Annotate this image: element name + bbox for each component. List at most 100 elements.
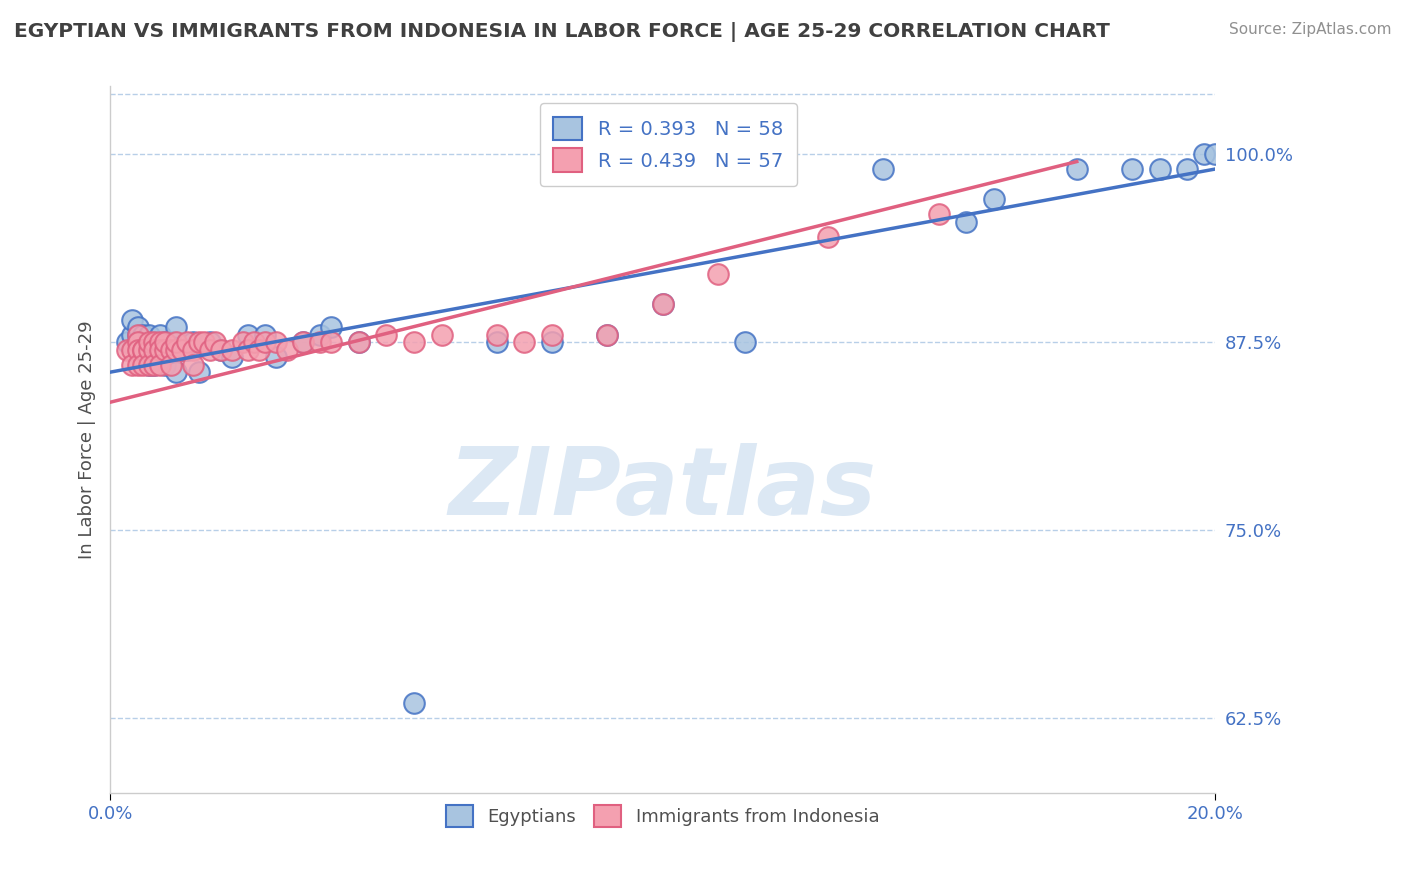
Point bbox=[165, 343, 187, 357]
Point bbox=[149, 334, 172, 349]
Point bbox=[138, 358, 160, 372]
Point bbox=[127, 320, 149, 334]
Point bbox=[143, 334, 166, 349]
Point bbox=[127, 343, 149, 357]
Point bbox=[127, 334, 149, 349]
Point bbox=[319, 320, 342, 334]
Point bbox=[127, 343, 149, 357]
Point bbox=[149, 343, 172, 357]
Point bbox=[181, 334, 204, 349]
Point bbox=[596, 327, 619, 342]
Point bbox=[149, 343, 172, 357]
Point bbox=[143, 343, 166, 357]
Point bbox=[541, 334, 564, 349]
Point bbox=[127, 327, 149, 342]
Point bbox=[232, 334, 254, 349]
Point bbox=[1204, 147, 1226, 161]
Point bbox=[651, 297, 673, 311]
Point bbox=[165, 320, 187, 334]
Point bbox=[651, 297, 673, 311]
Point bbox=[121, 343, 143, 357]
Point bbox=[143, 343, 166, 357]
Point bbox=[149, 327, 172, 342]
Point bbox=[165, 365, 187, 379]
Point bbox=[264, 334, 287, 349]
Point bbox=[276, 343, 298, 357]
Point bbox=[198, 334, 221, 349]
Point bbox=[983, 192, 1005, 206]
Point bbox=[132, 327, 155, 342]
Point bbox=[138, 334, 160, 349]
Point bbox=[132, 334, 155, 349]
Point bbox=[375, 327, 398, 342]
Point bbox=[155, 334, 177, 349]
Point bbox=[242, 334, 264, 349]
Point bbox=[155, 343, 177, 357]
Point bbox=[138, 334, 160, 349]
Point bbox=[292, 334, 315, 349]
Point bbox=[187, 365, 209, 379]
Y-axis label: In Labor Force | Age 25-29: In Labor Force | Age 25-29 bbox=[79, 320, 96, 559]
Point bbox=[193, 334, 215, 349]
Point bbox=[221, 343, 243, 357]
Point bbox=[402, 334, 425, 349]
Point bbox=[138, 358, 160, 372]
Point bbox=[170, 343, 193, 357]
Point bbox=[198, 343, 221, 357]
Point bbox=[143, 358, 166, 372]
Point bbox=[928, 207, 950, 221]
Point bbox=[221, 350, 243, 364]
Point bbox=[955, 215, 977, 229]
Point bbox=[204, 334, 226, 349]
Point bbox=[209, 343, 232, 357]
Point bbox=[485, 327, 508, 342]
Point bbox=[253, 334, 276, 349]
Point bbox=[149, 358, 172, 372]
Point bbox=[138, 343, 160, 357]
Point bbox=[132, 343, 155, 357]
Point bbox=[155, 358, 177, 372]
Point bbox=[319, 334, 342, 349]
Point bbox=[347, 334, 370, 349]
Point bbox=[160, 343, 183, 357]
Point bbox=[132, 343, 155, 357]
Point bbox=[170, 343, 193, 357]
Point bbox=[132, 358, 155, 372]
Point bbox=[1192, 147, 1215, 161]
Point bbox=[309, 327, 332, 342]
Point bbox=[127, 334, 149, 349]
Point bbox=[143, 350, 166, 364]
Point bbox=[176, 334, 198, 349]
Point bbox=[160, 334, 183, 349]
Point bbox=[347, 334, 370, 349]
Point bbox=[187, 334, 209, 349]
Point bbox=[115, 334, 138, 349]
Point bbox=[127, 358, 149, 372]
Point bbox=[309, 334, 332, 349]
Point bbox=[292, 334, 315, 349]
Text: EGYPTIAN VS IMMIGRANTS FROM INDONESIA IN LABOR FORCE | AGE 25-29 CORRELATION CHA: EGYPTIAN VS IMMIGRANTS FROM INDONESIA IN… bbox=[14, 22, 1109, 42]
Point bbox=[132, 343, 155, 357]
Point bbox=[121, 312, 143, 326]
Point bbox=[132, 343, 155, 357]
Point bbox=[541, 327, 564, 342]
Point bbox=[1066, 162, 1088, 177]
Point bbox=[138, 327, 160, 342]
Point bbox=[127, 343, 149, 357]
Point bbox=[181, 343, 204, 357]
Point bbox=[121, 327, 143, 342]
Point bbox=[165, 334, 187, 349]
Point bbox=[872, 162, 894, 177]
Point bbox=[1149, 162, 1171, 177]
Point bbox=[143, 343, 166, 357]
Text: Source: ZipAtlas.com: Source: ZipAtlas.com bbox=[1229, 22, 1392, 37]
Point bbox=[238, 327, 260, 342]
Point bbox=[121, 358, 143, 372]
Point bbox=[127, 327, 149, 342]
Point bbox=[706, 268, 728, 282]
Point bbox=[402, 696, 425, 710]
Legend: Egyptians, Immigrants from Indonesia: Egyptians, Immigrants from Indonesia bbox=[439, 797, 886, 834]
Point bbox=[264, 350, 287, 364]
Point bbox=[176, 343, 198, 357]
Point bbox=[247, 343, 270, 357]
